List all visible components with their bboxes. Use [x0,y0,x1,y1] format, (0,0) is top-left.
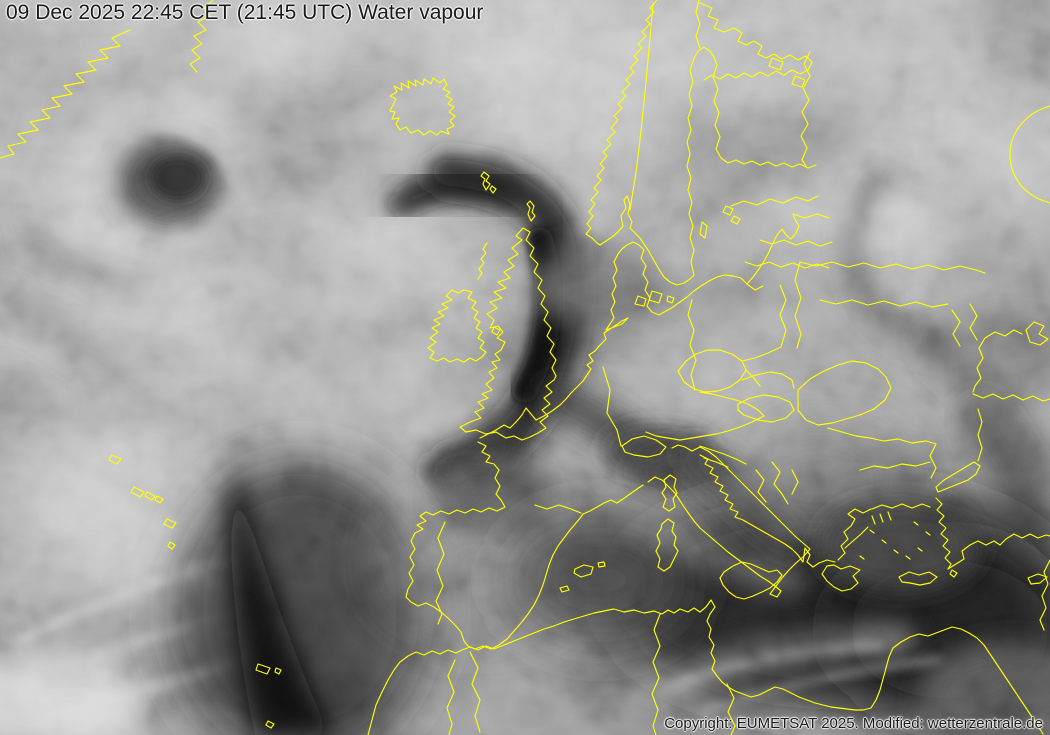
coastline-balearics [559,561,606,593]
timestamp-label: 09 Dec 2025 22:45 CET (21:45 UTC) Water … [6,1,484,24]
coastline-azores [108,454,177,550]
coastline-faroe-islands [480,171,497,194]
coastline-north-africa [367,599,1044,735]
coastline-black-sea [972,321,1050,402]
copyright-label: Copyright: EUMETSAT 2025. Modified: wett… [664,715,1043,732]
coastline-levant [1039,559,1050,631]
lakes-ladoga-onega [768,57,806,88]
coastline-danish-islands [634,290,675,307]
coastline-biscay-iberia-mediterranean [405,441,644,650]
coastline-channel-northsea-baltic [479,213,800,439]
coastline-shetland [526,200,536,222]
borders-bulgaria [827,427,937,479]
border-france-east [602,366,622,447]
borders-baltic-states [744,213,833,291]
border-russia-loop [1009,105,1050,204]
coastline-greenland-north [189,0,214,73]
coastline-greenland-east [0,29,131,159]
coastline-sardinia [655,518,679,572]
coastline-iceland [389,77,456,136]
coastline-hebrides [477,242,488,280]
coastline-corsica [661,474,678,512]
coastline-italy [647,444,811,598]
coastline-marmara [935,408,983,493]
border-finland-russia [800,51,811,167]
border-sweden-finland [695,0,701,49]
coastline-gotland [699,221,708,239]
border-romania [797,360,892,426]
border-switzerland [621,435,667,458]
border-portugal-spain [435,521,446,625]
coastline-adriatic-balkans [699,454,806,563]
aegean-islands [859,521,958,578]
border-pyrenees [534,504,582,514]
borders-north-africa [446,613,736,735]
borders-ukraine-belarus [794,261,986,349]
border-slovakia [741,371,795,389]
coastline-isle-of-man [491,326,501,336]
coastline-crete [898,571,938,586]
borders-alps-austria [645,369,765,441]
coastline-ireland [427,289,487,363]
border-norway-sweden [629,3,654,211]
coastline-sicily [719,561,783,600]
coastline-uk [459,227,557,441]
border-hungary [737,394,795,423]
coastline-greece [804,503,931,592]
coastline-madeira-canaries [255,663,282,729]
coastline-turkey-west [935,497,952,570]
coastline-cyprus [1027,573,1048,585]
coastline-scandinavia [585,0,817,286]
borders-poland [687,284,787,391]
coastline-turkey-south [947,533,1050,570]
borders-balkans-west [699,445,799,505]
coastline-estonia [722,195,819,225]
coastline-white-sea [699,2,813,81]
